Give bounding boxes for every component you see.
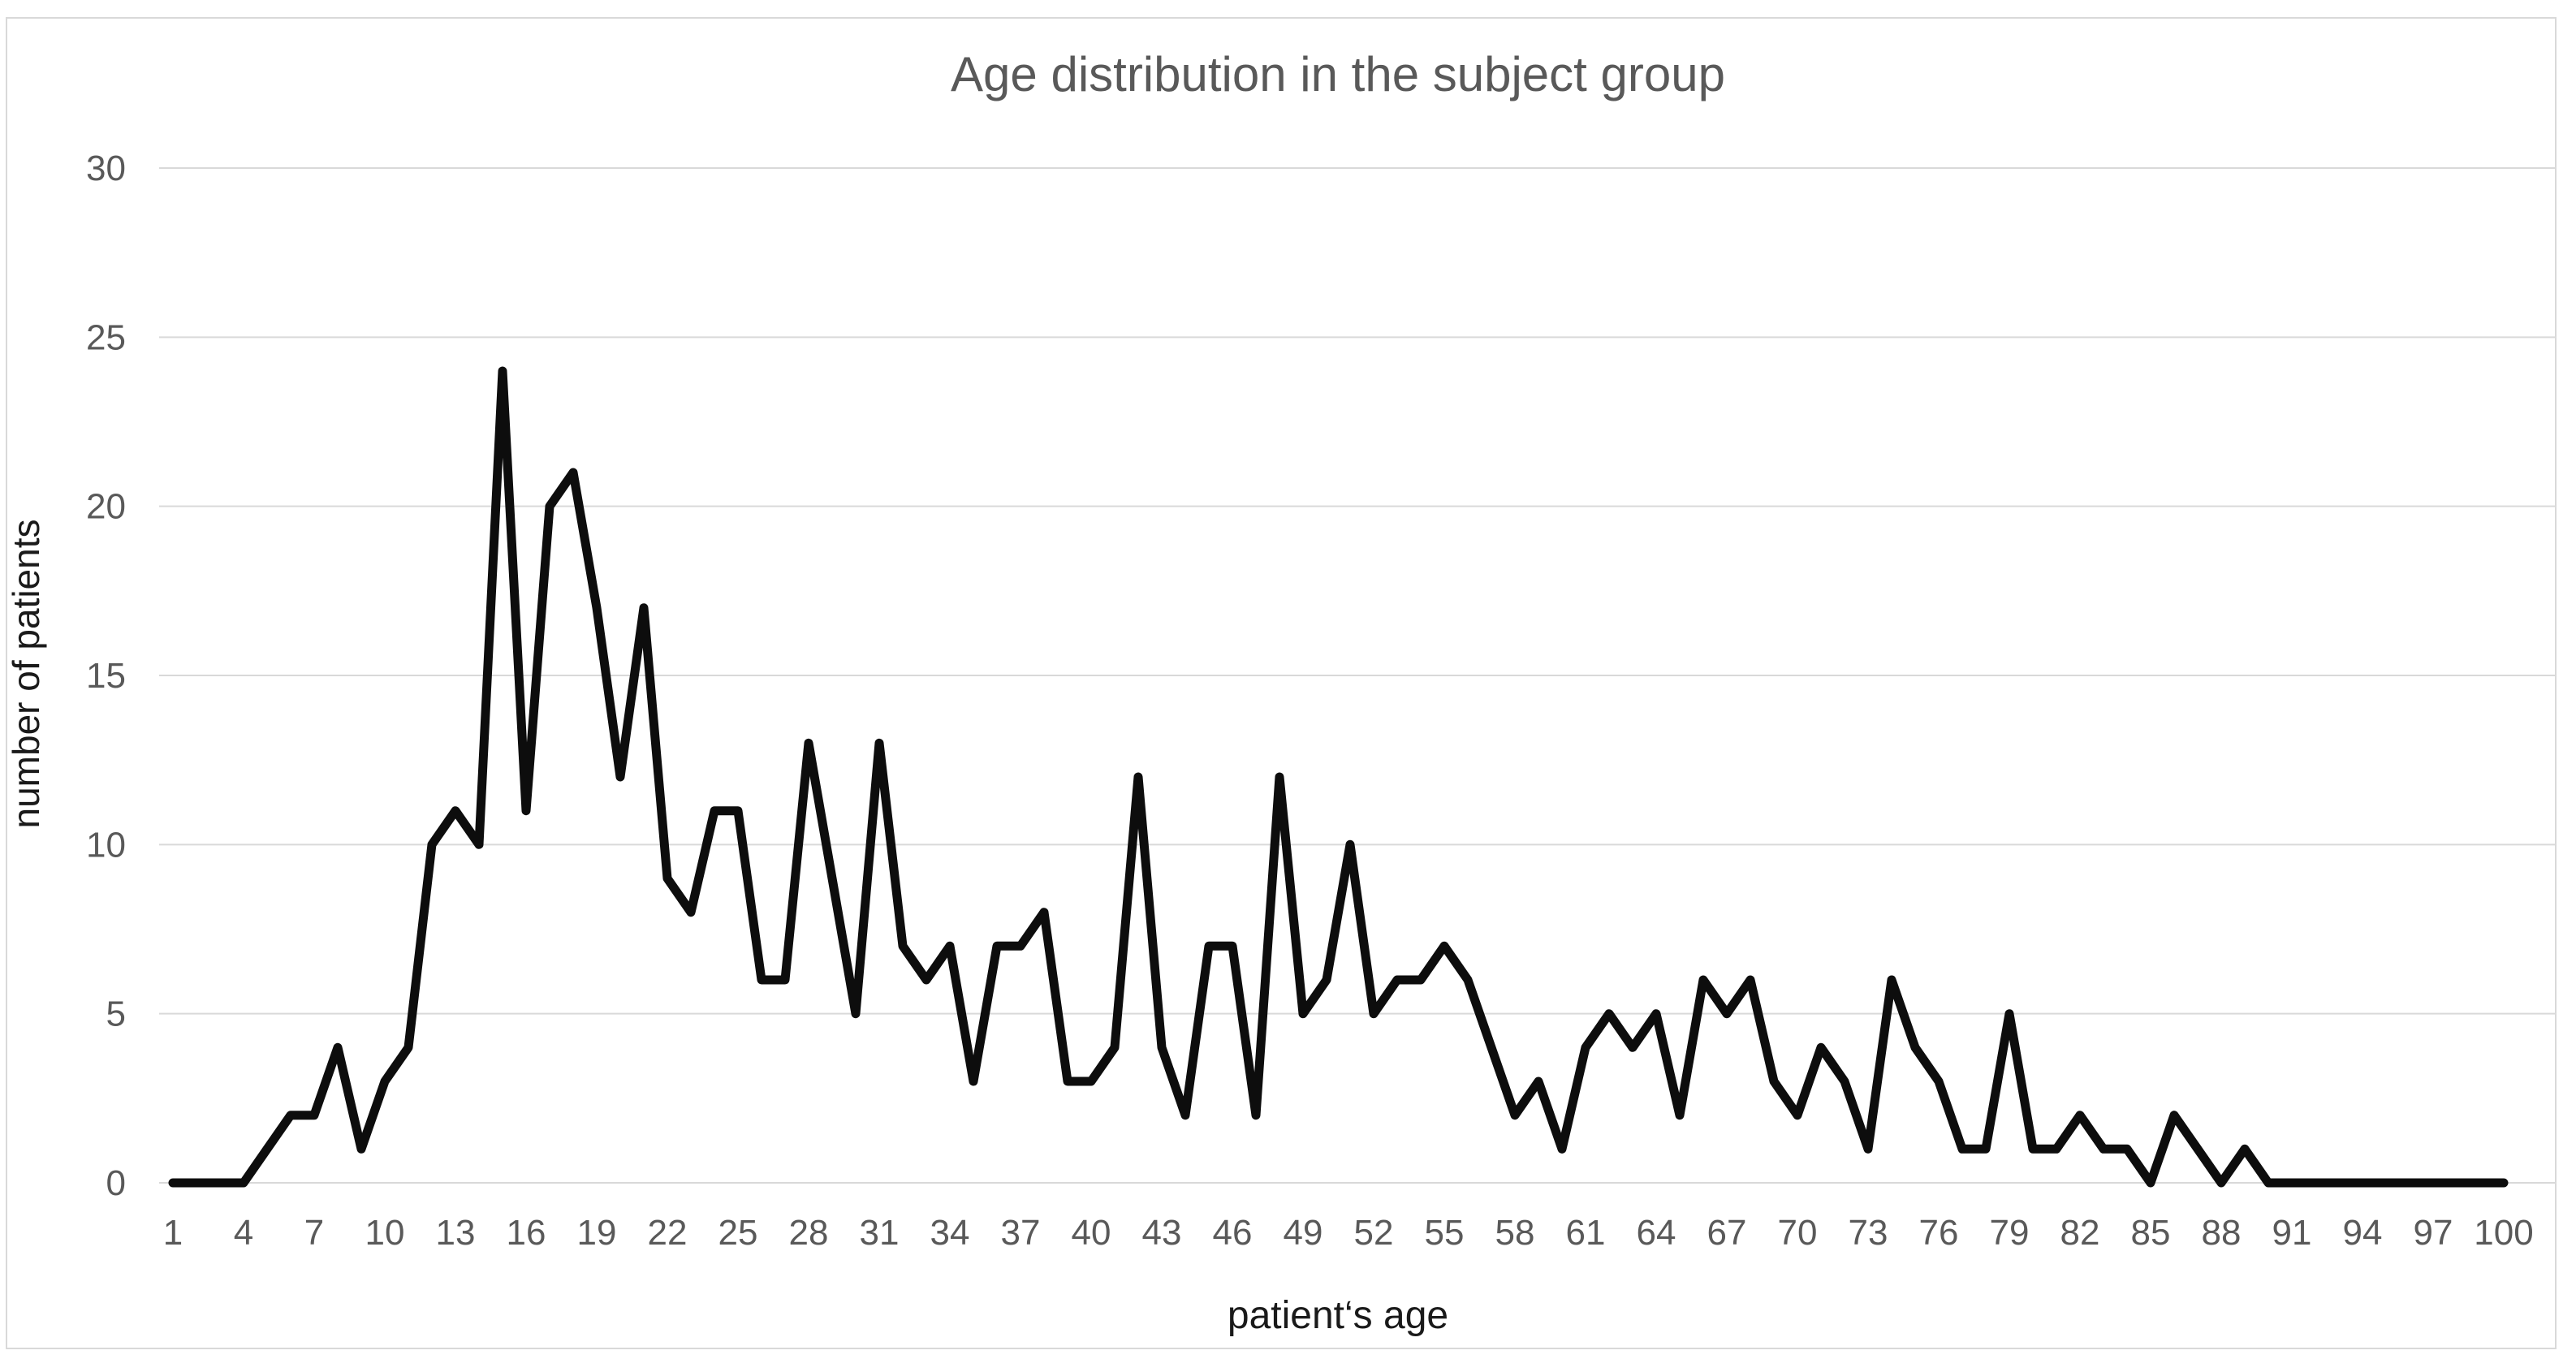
- x-tick-37: 37: [1001, 1213, 1041, 1253]
- x-tick-46: 46: [1213, 1213, 1253, 1253]
- x-tick-85: 85: [2131, 1213, 2171, 1253]
- x-tick-4: 4: [234, 1213, 253, 1253]
- y-tick-5: 5: [106, 994, 126, 1034]
- x-tick-88: 88: [2202, 1213, 2242, 1253]
- x-tick-25: 25: [718, 1213, 758, 1253]
- y-tick-30: 30: [86, 149, 126, 188]
- y-tick-25: 25: [86, 317, 126, 357]
- x-tick-16: 16: [507, 1213, 546, 1253]
- x-tick-94: 94: [2343, 1213, 2383, 1253]
- x-tick-43: 43: [1142, 1213, 1182, 1253]
- y-tick-10: 10: [86, 825, 126, 865]
- x-tick-34: 34: [930, 1213, 970, 1253]
- x-tick-52: 52: [1354, 1213, 1394, 1253]
- x-tick-64: 64: [1637, 1213, 1676, 1253]
- x-tick-100: 100: [2474, 1213, 2533, 1253]
- x-tick-1: 1: [163, 1213, 183, 1253]
- x-tick-19: 19: [577, 1213, 617, 1253]
- gridlines: [159, 166, 2556, 1184]
- x-tick-82: 82: [2060, 1213, 2100, 1253]
- x-tick-28: 28: [789, 1213, 829, 1253]
- x-tick-13: 13: [436, 1213, 476, 1253]
- x-tick-67: 67: [1707, 1213, 1747, 1253]
- y-tick-0: 0: [106, 1163, 126, 1203]
- x-tick-49: 49: [1284, 1213, 1323, 1253]
- y-axis-title: number of patients: [5, 519, 47, 828]
- chart-title: Age distribution in the subject group: [951, 47, 1725, 101]
- x-tick-55: 55: [1425, 1213, 1465, 1253]
- x-tick-76: 76: [1919, 1213, 1959, 1253]
- x-tick-97: 97: [2414, 1213, 2453, 1253]
- x-tick-22: 22: [648, 1213, 688, 1253]
- y-tick-15: 15: [86, 656, 126, 696]
- x-tick-58: 58: [1495, 1213, 1535, 1253]
- x-tick-40: 40: [1072, 1213, 1111, 1253]
- x-tick-31: 31: [860, 1213, 900, 1253]
- x-tick-labels: 1 4 7 10 13 16 19 22 25 28 31 34 37 40 43 46 49 52 55 58 61 6…: [163, 1213, 2534, 1253]
- x-tick-7: 7: [304, 1213, 324, 1253]
- x-tick-61: 61: [1566, 1213, 1606, 1253]
- x-tick-73: 73: [1849, 1213, 1888, 1253]
- x-tick-70: 70: [1778, 1213, 1818, 1253]
- x-tick-91: 91: [2272, 1213, 2312, 1253]
- y-tick-20: 20: [86, 487, 126, 527]
- x-axis-title: patient‘s age: [1228, 1294, 1448, 1337]
- data-line: [168, 366, 2509, 1188]
- x-tick-79: 79: [1990, 1213, 2030, 1253]
- y-tick-labels: 0 5 10 15 20 25 30: [86, 149, 126, 1203]
- x-tick-10: 10: [365, 1213, 405, 1253]
- chart-border: [6, 17, 2557, 1349]
